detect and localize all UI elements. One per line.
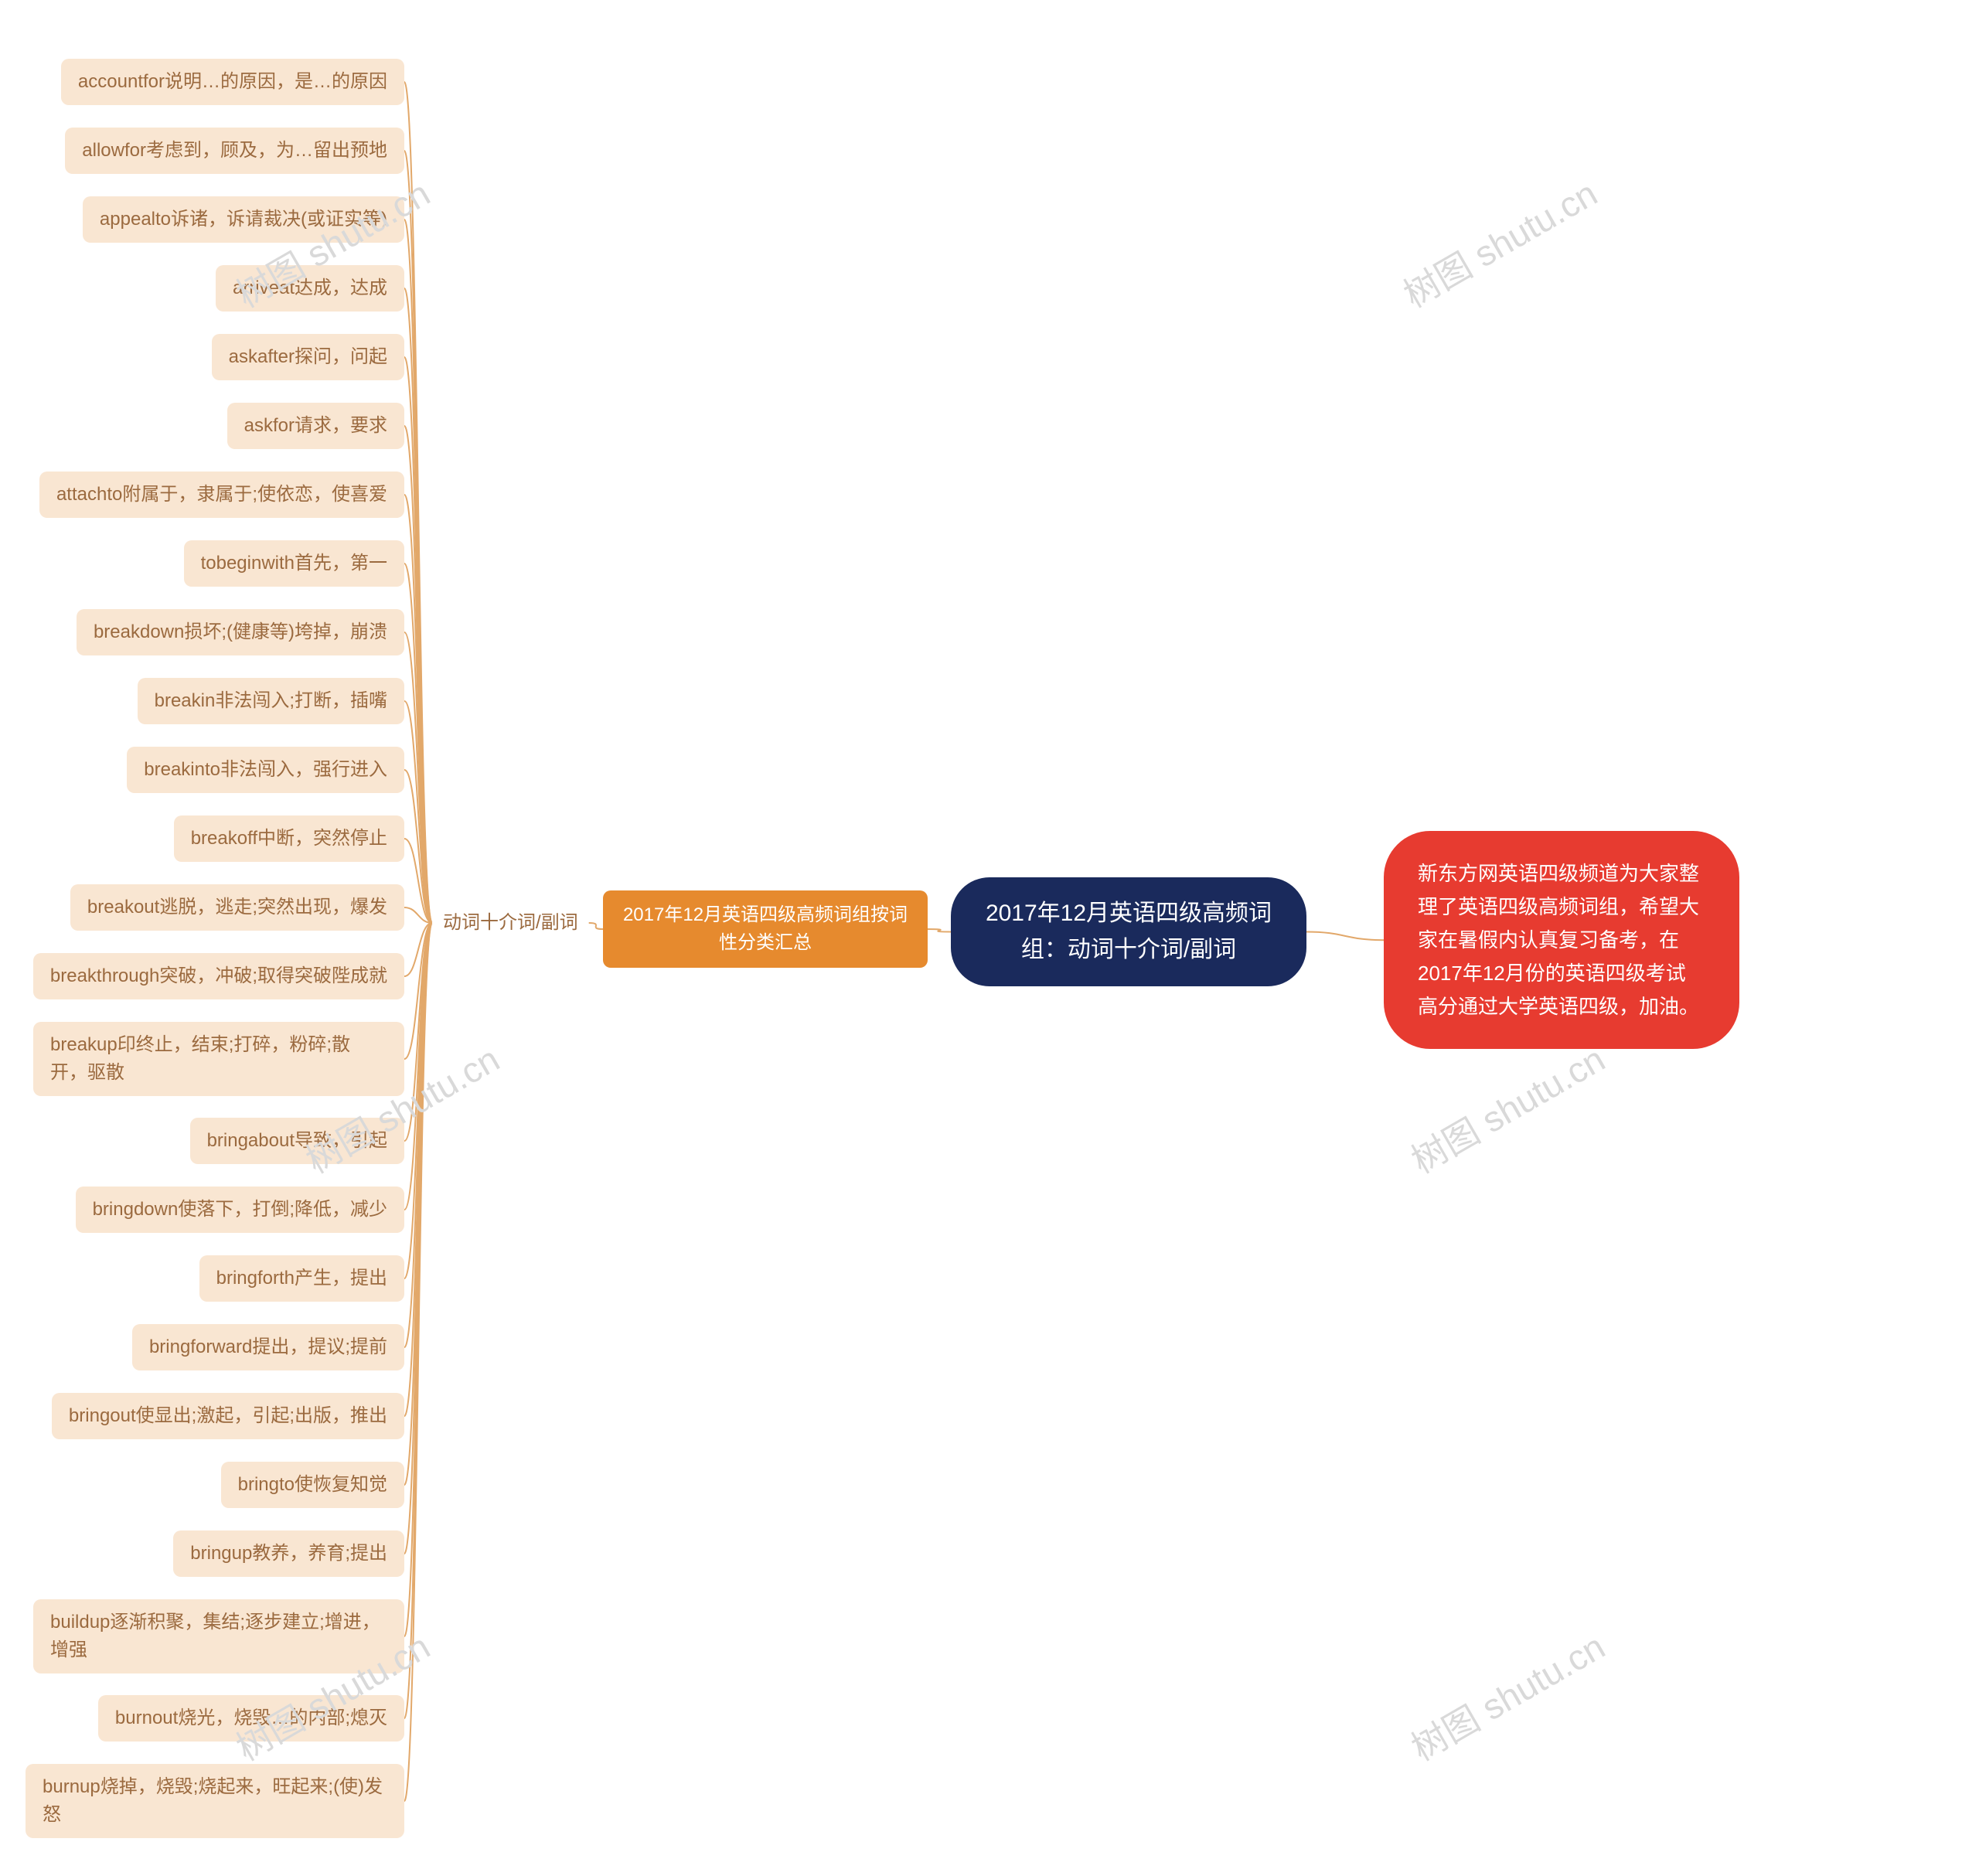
leaf-node: bringforth产生，提出	[199, 1255, 404, 1302]
watermark: 树图 shutu.cn	[1401, 1619, 1613, 1772]
leaf-node: bringout使显出;激起，引起;出版，推出	[52, 1393, 404, 1439]
leaf-node: arriveat达成，达成	[216, 265, 404, 312]
leaf-node: buildup逐渐积聚，集结;逐步建立;增进，增强	[33, 1599, 404, 1673]
leaf-node: bringup教养，养育;提出	[173, 1530, 404, 1577]
leaf-node: breakup印终止，结束;打碎，粉碎;散开，驱散	[33, 1022, 404, 1096]
root-node: 2017年12月英语四级高频词组：动词十介词/副词	[951, 877, 1306, 986]
leaf-node: tobeginwith首先，第一	[184, 540, 404, 587]
leaf-node: allowfor考虑到，顾及，为…留出预地	[65, 128, 404, 174]
leaf-node: attachto附属于，隶属于;使依恋，使喜爱	[39, 472, 404, 518]
leaf-node: bringforward提出，提议;提前	[132, 1324, 404, 1370]
leaf-node: bringdown使落下，打倒;降低，减少	[76, 1187, 404, 1233]
category-node: 动词十介词/副词	[432, 903, 589, 943]
leaf-node: breakdown损坏;(健康等)垮掉，崩溃	[77, 609, 404, 655]
leaf-node: breakinto非法闯入，强行进入	[127, 747, 404, 793]
leaf-node: bringto使恢复知觉	[221, 1462, 404, 1508]
leaf-node: breakoff中断，突然停止	[174, 815, 404, 862]
watermark: 树图 shutu.cn	[1401, 1032, 1613, 1184]
leaf-node: appealto诉诸，诉请裁决(或证实等)	[83, 196, 404, 243]
leaf-node: breakin非法闯入;打断，插嘴	[138, 678, 404, 724]
leaf-node: accountfor说明…的原因，是…的原因	[61, 59, 404, 105]
leaf-node: askfor请求，要求	[227, 403, 404, 449]
description-node: 新东方网英语四级频道为大家整理了英语四级高频词组，希望大家在暑假内认真复习备考，…	[1384, 831, 1739, 1049]
summary-node: 2017年12月英语四级高频词组按词性分类汇总	[603, 890, 928, 968]
leaf-node: askafter探问，问起	[212, 334, 404, 380]
leaf-node: burnout烧光，烧毁…的内部;熄灭	[98, 1695, 404, 1742]
leaf-node: breakout逃脱，逃走;突然出现，爆发	[70, 884, 404, 931]
leaf-node: bringabout导致，引起	[190, 1118, 404, 1164]
watermark: 树图 shutu.cn	[1393, 166, 1605, 318]
leaf-node: burnup烧掉，烧毁;烧起来，旺起来;(使)发怒	[26, 1764, 404, 1838]
leaf-node: breakthrough突破，冲破;取得突破陛成就	[33, 953, 404, 999]
